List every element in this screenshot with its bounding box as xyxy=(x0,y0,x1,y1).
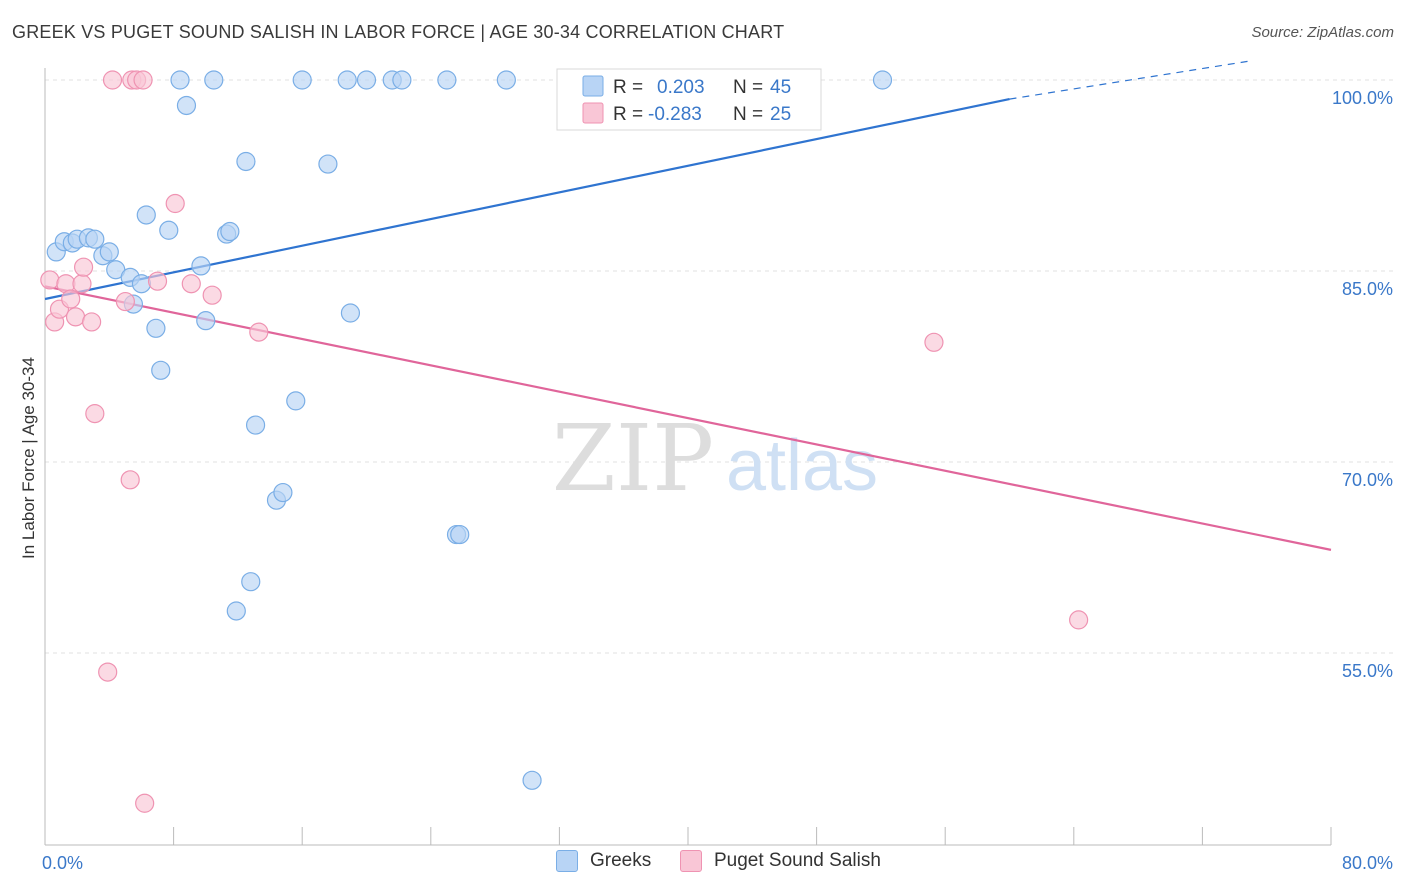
greeks-point-25[interactable] xyxy=(241,572,261,592)
greeks-point-37[interactable] xyxy=(437,70,457,90)
salish-point-17[interactable] xyxy=(135,793,155,813)
legend-label-greeks: Greeks xyxy=(590,850,652,871)
y-axis-label: In Labor Force | Age 30-34 xyxy=(19,357,38,559)
greeks-r-label: R = xyxy=(613,77,643,98)
greeks-point-39[interactable] xyxy=(450,524,470,545)
chart-title: GREEK VS PUGET SOUND SALISH IN LABOR FOR… xyxy=(12,22,785,42)
greeks-point-40[interactable] xyxy=(496,70,516,90)
series-legend: Greeks Puget Sound Salish xyxy=(0,850,1406,880)
salish-point-16[interactable] xyxy=(133,70,153,90)
source-credit: Source: ZipAtlas.com xyxy=(1251,24,1394,41)
salish-point-11[interactable] xyxy=(102,70,123,90)
greeks-swatch xyxy=(556,850,578,872)
greeks-point-22[interactable] xyxy=(220,221,240,242)
data-points xyxy=(40,70,1089,813)
greeks-point-11[interactable] xyxy=(131,274,152,294)
greeks-point-23[interactable] xyxy=(226,601,246,621)
x-tick-label-min: 0.0% xyxy=(42,853,83,873)
greeks-point-33[interactable] xyxy=(340,303,361,323)
watermark-atlas: atlas xyxy=(726,426,878,506)
greeks-point-20[interactable] xyxy=(204,70,224,90)
salish-point-21[interactable] xyxy=(202,285,222,305)
greeks-legend-swatch xyxy=(582,75,604,97)
salish-legend-swatch xyxy=(582,102,604,124)
y-tick-label-0: 100.0% xyxy=(1332,88,1393,108)
greeks-trend-extension xyxy=(1009,60,1251,100)
greeks-point-29[interactable] xyxy=(286,391,306,411)
salish-point-18[interactable] xyxy=(147,271,168,291)
greeks-point-30[interactable] xyxy=(292,70,312,90)
greeks-r-value: 0.203 xyxy=(657,77,705,98)
salish-point-12[interactable] xyxy=(115,291,135,312)
greeks-point-24[interactable] xyxy=(236,151,256,172)
greeks-point-15[interactable] xyxy=(159,220,179,240)
salish-point-10[interactable] xyxy=(98,662,118,682)
salish-point-0[interactable] xyxy=(40,270,60,290)
y-tick-label-2: 70.0% xyxy=(1342,470,1393,490)
greeks-trend-line xyxy=(44,98,1010,301)
salish-point-23[interactable] xyxy=(924,332,944,352)
greeks-point-41[interactable] xyxy=(522,770,542,790)
y-tick-label-1: 85.0% xyxy=(1342,279,1393,299)
salish-point-22[interactable] xyxy=(249,322,269,342)
greeks-point-14[interactable] xyxy=(151,360,171,380)
y-tick-label-3: 55.0% xyxy=(1342,661,1393,681)
salish-n-value: 25 xyxy=(770,104,791,125)
salish-point-9[interactable] xyxy=(85,404,105,424)
salish-point-13[interactable] xyxy=(120,470,140,490)
greeks-point-16[interactable] xyxy=(170,70,190,90)
axes: 100.0% 85.0% 70.0% 55.0% 0.0% 80.0% xyxy=(42,68,1393,873)
greeks-point-13[interactable] xyxy=(146,318,166,338)
greeks-point-7[interactable] xyxy=(99,242,119,262)
greeks-point-17[interactable] xyxy=(176,95,197,116)
greeks-n-label: N = xyxy=(733,77,763,98)
legend-item-salish[interactable]: Puget Sound Salish xyxy=(680,850,881,872)
salish-point-5[interactable] xyxy=(65,307,86,327)
greeks-point-12[interactable] xyxy=(136,205,156,225)
salish-point-20[interactable] xyxy=(181,274,201,294)
watermark-zip: ZIP xyxy=(552,405,714,512)
greeks-point-26[interactable] xyxy=(245,415,266,435)
greeks-point-28[interactable] xyxy=(273,482,293,503)
salish-point-6[interactable] xyxy=(72,274,92,294)
salish-r-label: R = xyxy=(613,104,643,125)
salish-swatch xyxy=(680,850,702,872)
greeks-point-44[interactable] xyxy=(872,70,893,90)
greeks-point-31[interactable] xyxy=(318,154,338,174)
salish-point-19[interactable] xyxy=(165,193,185,214)
salish-n-label: N = xyxy=(733,104,763,125)
watermark: ZIP atlas xyxy=(552,405,878,512)
greeks-n-value: 45 xyxy=(770,77,791,98)
salish-point-7[interactable] xyxy=(73,257,94,277)
greeks-point-18[interactable] xyxy=(191,256,211,276)
salish-r-value: -0.283 xyxy=(648,104,702,125)
legend-label-salish: Puget Sound Salish xyxy=(714,850,881,871)
salish-point-24[interactable] xyxy=(1069,610,1089,630)
greeks-point-34[interactable] xyxy=(356,70,377,90)
greeks-point-36[interactable] xyxy=(392,70,412,90)
greeks-point-19[interactable] xyxy=(196,311,216,331)
legend-item-greeks[interactable]: Greeks xyxy=(556,850,651,872)
salish-point-4[interactable] xyxy=(61,289,81,309)
salish-point-8[interactable] xyxy=(82,312,102,332)
x-tick-label-max: 80.0% xyxy=(1342,853,1393,873)
greeks-point-32[interactable] xyxy=(337,70,357,90)
stats-legend: R = 0.203 N = 45 R = -0.283 N = 25 xyxy=(556,68,822,131)
greeks-point-5[interactable] xyxy=(85,229,105,249)
